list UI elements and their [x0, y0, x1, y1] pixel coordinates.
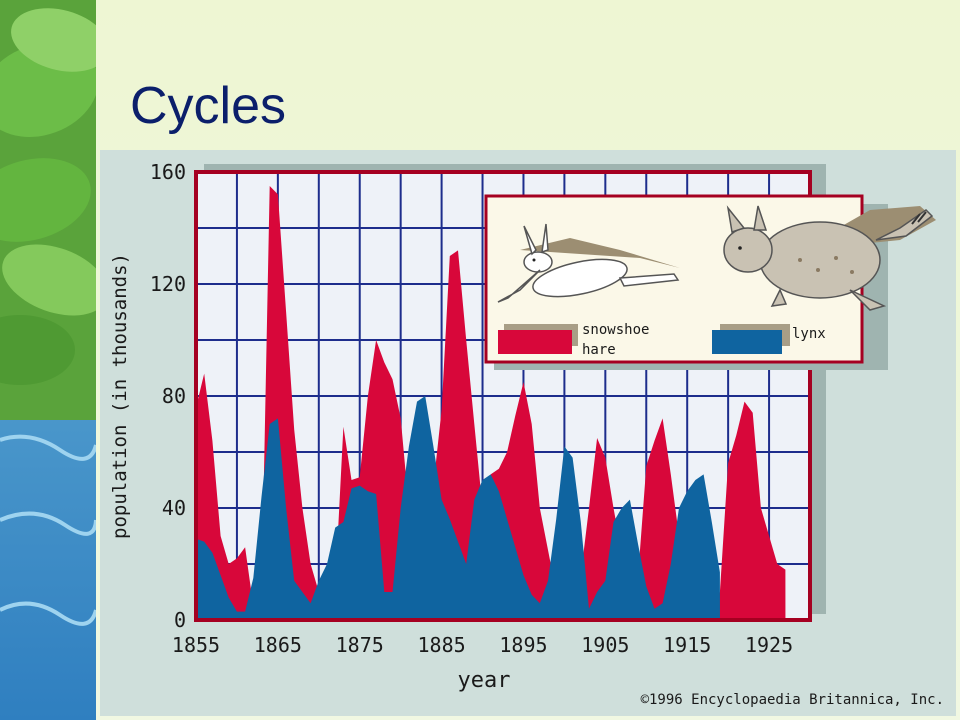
x-tick-label: 1925 — [745, 633, 793, 657]
y-tick-label: 80 — [162, 384, 186, 408]
x-tick-label: 1915 — [663, 633, 711, 657]
x-tick-label: 1885 — [418, 633, 466, 657]
y-tick-label: 40 — [162, 496, 186, 520]
y-tick-label: 160 — [150, 160, 186, 184]
copyright-notice: ©1996 Encyclopaedia Britannica, Inc. — [640, 692, 944, 708]
x-axis-label: year — [458, 668, 511, 693]
lynx-icon — [723, 205, 936, 311]
legend-lynx-swatch — [712, 330, 782, 354]
x-tick-label: 1865 — [254, 633, 302, 657]
y-tick-label: 0 — [174, 608, 186, 632]
legend-lynx-label: lynx — [792, 326, 826, 342]
hare-icon — [497, 223, 680, 303]
slide-title: Cycles — [130, 77, 287, 135]
legend-hare-label: snowshoe — [582, 322, 649, 338]
legend: snowshoe hare lynx — [484, 194, 936, 370]
y-axis-label: population (in thousands) — [109, 253, 131, 539]
x-tick-label: 1855 — [172, 633, 220, 657]
lynx-population-area — [196, 396, 720, 620]
population-chart: 1855 1865 1875 1885 1895 1905 1915 1925 0 40 80 120… — [109, 160, 936, 693]
legend-hare-label-line2: hare — [582, 342, 616, 358]
plot-frame — [194, 170, 812, 622]
y-tick-label: 120 — [150, 272, 186, 296]
hare-population-area — [196, 186, 786, 620]
legend-hare-swatch — [498, 330, 572, 354]
x-tick-label: 1905 — [581, 633, 629, 657]
x-tick-label: 1895 — [499, 633, 547, 657]
figure-panel: 1855 1865 1875 1885 1895 1905 1915 1925 0 40 80 120… — [100, 150, 956, 716]
x-tick-label: 1875 — [336, 633, 384, 657]
tick-labels: 1855 1865 1875 1885 1895 1905 1915 1925 0 40 80 120… — [150, 160, 793, 657]
leaf-water-decoration — [0, 0, 96, 720]
